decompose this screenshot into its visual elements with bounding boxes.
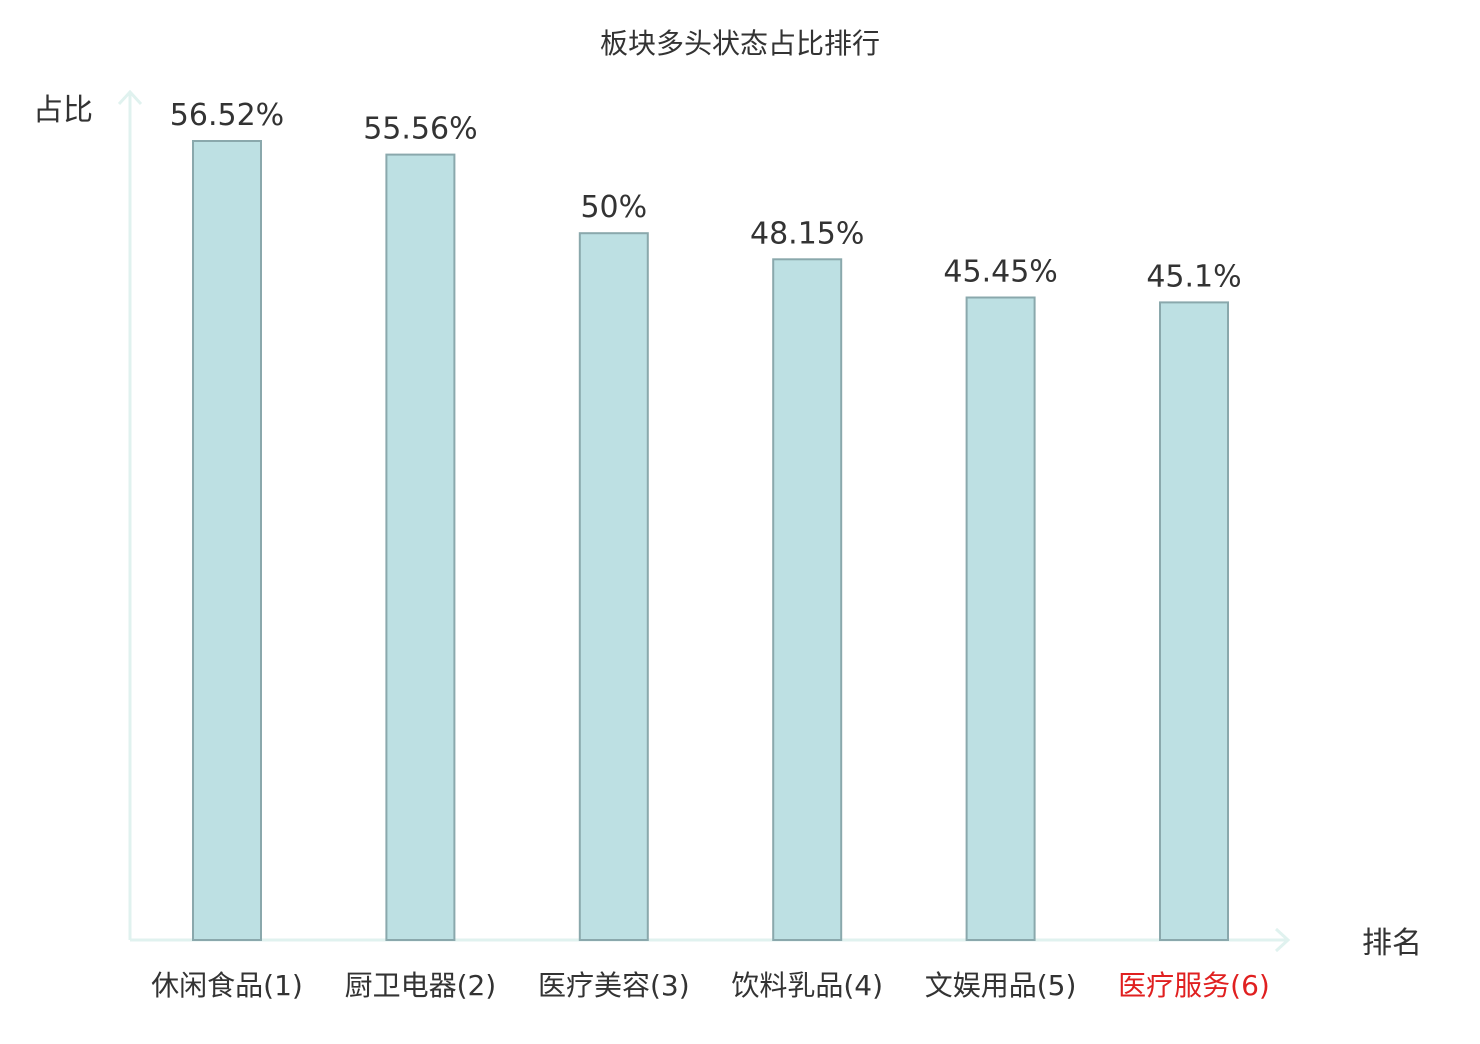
category-tick-label: 文娱用品(5) xyxy=(925,969,1077,1002)
axes xyxy=(117,89,1291,953)
data-label: 45.1% xyxy=(1146,259,1241,294)
data-label: 45.45% xyxy=(943,255,1057,290)
category-tick-label: 厨卫电器(2) xyxy=(345,969,497,1002)
bar xyxy=(385,153,456,942)
y-axis-arrow-icon xyxy=(117,89,143,106)
value-labels-group: 56.52% 55.56% 50% 48.15% 45.45% 45.1% xyxy=(170,98,1242,294)
category-labels-group: 休闲食品(1) 厨卫电器(2) 医疗美容(3) 饮料乳品(4) 文娱用品(5) 医疗服务(… xyxy=(151,969,1270,1002)
chart-title: 板块多头状态占比排行 xyxy=(600,27,880,60)
bar xyxy=(578,232,649,941)
x-axis-arrow-icon xyxy=(1274,927,1291,953)
y-axis-label: 占比 xyxy=(33,93,93,128)
category-tick-label: 医疗服务(6) xyxy=(1118,969,1270,1002)
bar xyxy=(192,140,262,941)
bar xyxy=(1159,301,1229,941)
category-tick-label: 饮料乳品(4) xyxy=(731,969,883,1002)
category-tick-label: 休闲食品(1) xyxy=(151,969,303,1002)
data-label: 48.15% xyxy=(750,216,864,251)
bars-group xyxy=(192,140,1229,942)
category-tick-label: 医疗美容(3) xyxy=(538,969,690,1002)
data-label: 55.56% xyxy=(363,112,477,147)
data-label: 56.52% xyxy=(170,98,284,133)
data-label: 50% xyxy=(580,190,647,225)
x-axis-label: 排名 xyxy=(1362,926,1422,961)
bar xyxy=(965,296,1036,941)
bar xyxy=(772,258,843,941)
